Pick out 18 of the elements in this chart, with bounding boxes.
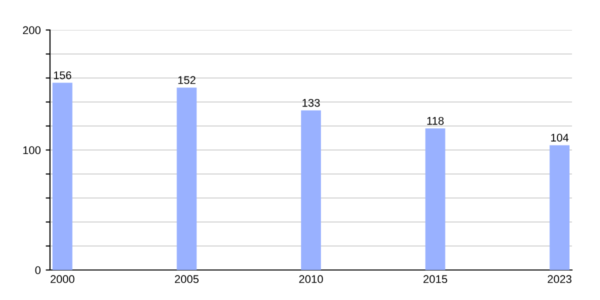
data-label: 104: [551, 134, 569, 142]
x-tick-label: 2023: [548, 275, 572, 284]
bar: [301, 110, 321, 270]
x-tick-label: 2005: [174, 275, 199, 284]
bar: [52, 82, 72, 270]
data-label: 118: [427, 116, 444, 125]
data-label: 152: [178, 76, 196, 84]
x-tick-label: 2010: [299, 275, 323, 284]
data-label: 156: [54, 71, 72, 80]
y-tick-label: 0: [35, 266, 41, 274]
data-label: 133: [302, 98, 320, 107]
y-tick-label: 200: [22, 26, 41, 34]
bar: [550, 145, 570, 270]
bar: [425, 128, 446, 270]
x-tick-label: 2015: [423, 275, 448, 284]
x-tick-label: 2000: [50, 275, 74, 284]
y-tick-label: 100: [23, 146, 41, 154]
bar: [176, 88, 197, 270]
